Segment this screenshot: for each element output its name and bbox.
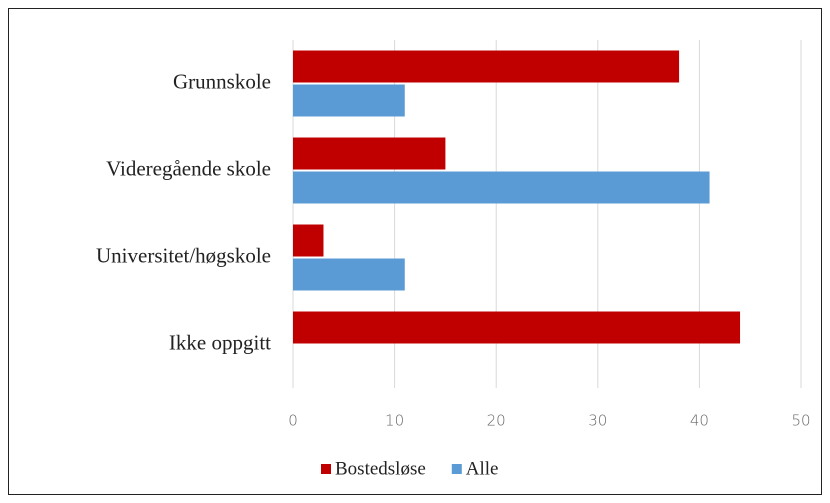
legend-label: Bostedsløse	[335, 458, 426, 479]
x-tick-label: 30	[588, 412, 607, 430]
legend-label: Alle	[466, 458, 499, 479]
bar	[293, 137, 446, 170]
x-tick-label: 10	[385, 412, 404, 430]
bar	[293, 224, 324, 257]
bar	[293, 50, 680, 83]
bar	[293, 311, 741, 344]
y-tick-label: Universitet/høgskole	[96, 243, 271, 267]
bar	[293, 84, 405, 117]
y-tick-label: Ikke oppgitt	[169, 330, 271, 354]
x-tick-label: 0	[288, 412, 298, 430]
x-tick-label: 40	[690, 412, 709, 430]
x-tick-label: 50	[791, 412, 810, 430]
bar	[293, 258, 405, 291]
bar	[293, 171, 710, 204]
legend-swatch	[451, 464, 462, 474]
y-tick-label: Grunnskole	[173, 69, 271, 93]
legend-swatch	[321, 464, 331, 474]
chart-frame	[8, 8, 822, 495]
y-tick-label: Videregående skole	[106, 156, 271, 180]
x-tick-label: 20	[487, 412, 506, 430]
